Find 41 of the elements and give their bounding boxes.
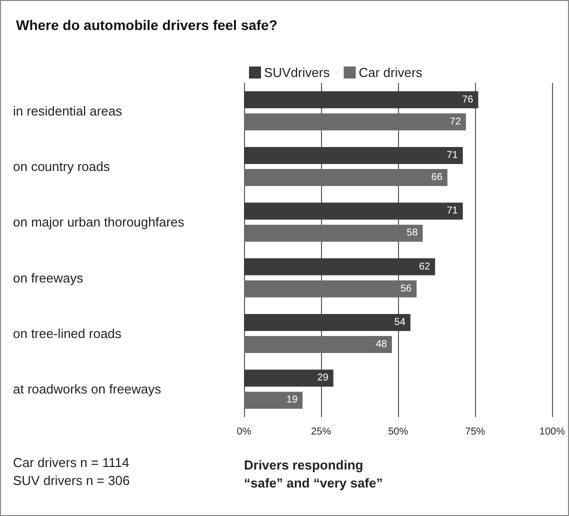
y-tick-label: on country roads — [13, 159, 110, 174]
bar — [244, 169, 448, 186]
x-tick-label: 75% — [465, 426, 486, 438]
x-tick-label: 50% — [388, 426, 408, 438]
bar — [244, 370, 334, 387]
bar — [244, 113, 466, 130]
text: SUV drivers n = 306 — [13, 473, 130, 488]
y-tick-label: in residential areas — [13, 103, 123, 118]
data-label: 54 — [394, 316, 406, 328]
bar — [244, 392, 303, 409]
bar — [244, 146, 463, 164]
data-label: 71 — [446, 150, 458, 161]
y-tick-label: at roadworks on freeways — [13, 382, 162, 397]
legend-label: Car drivers — [358, 65, 423, 80]
bar — [244, 202, 463, 220]
data-label: 29 — [317, 372, 329, 384]
data-label: 56 — [400, 283, 412, 294]
x-tick-label: 0% — [236, 426, 252, 438]
data-label: 72 — [450, 116, 462, 128]
bar — [244, 336, 392, 354]
bar — [244, 280, 417, 298]
text: Car drivers n = 1114 — [13, 455, 130, 470]
y-tick-label: on major urban thoroughfares — [13, 214, 185, 230]
data-label: 62 — [418, 261, 431, 272]
bar — [244, 314, 410, 331]
bar — [244, 258, 436, 276]
data-label: 66 — [431, 172, 443, 184]
data-label: 19 — [286, 394, 298, 406]
y-tick-label: on tree-lined roads — [13, 326, 122, 341]
legend-label: SUVdrivers — [264, 65, 330, 80]
data-label: 58 — [406, 228, 418, 239]
x-axis-title: Drivers responding “safe” and “very safe” — [244, 458, 383, 490]
bar — [244, 224, 423, 242]
bar — [244, 91, 478, 108]
x-tick-label: 100% — [539, 426, 566, 438]
data-label: 48 — [376, 339, 388, 350]
y-tick-label: on freeways — [13, 270, 84, 286]
data-label: 76 — [462, 94, 474, 106]
chart-title: Where do automobile drivers feel safe? — [16, 17, 278, 33]
data-label: 71 — [446, 206, 458, 217]
x-tick-label: 25% — [311, 426, 332, 438]
